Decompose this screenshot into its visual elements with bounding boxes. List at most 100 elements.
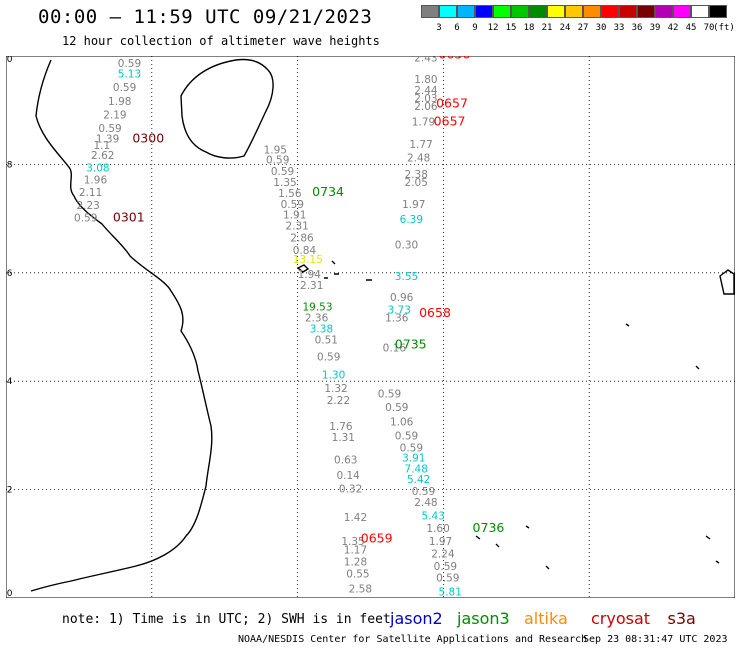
colorbar-swatch (475, 5, 493, 18)
pass-time-label: 0733 (259, 56, 291, 59)
pass-time-label: 0658 (419, 305, 451, 320)
swh-value: 2.05 (405, 177, 428, 189)
swh-value: 2.58 (349, 584, 372, 596)
swh-value: 2.06 (414, 101, 438, 113)
swh-value: 3.08 (86, 162, 109, 174)
swh-value: 1.1 (93, 140, 110, 152)
swh-value: 1.28 (344, 556, 367, 568)
swh-value: 1.35 (273, 177, 296, 189)
swh-value: 0.59 (98, 123, 121, 135)
satellite-name-altika: altika (524, 609, 568, 628)
swh-value: 0.59 (385, 402, 408, 414)
swh-value: 1.35 (341, 536, 364, 548)
swh-value: 1.30 (322, 369, 345, 381)
pass-time-label: 0734 (312, 184, 344, 199)
pass-time-labels: 0733 0300 0301 0734 0656 0657 0657 0658 0735 0736… (113, 56, 504, 546)
swh-value: 2.24 (431, 548, 455, 560)
swh-value: 2.48 (414, 497, 437, 509)
swh-value: 13.15 (293, 254, 323, 266)
satellite-name-jason3: jason3 (457, 609, 510, 628)
colorbar-label: 21 (541, 23, 553, 33)
swh-value: 3.73 (388, 304, 411, 316)
pass-time-label: 0657 (434, 113, 466, 128)
colorbar-swatch (457, 5, 475, 18)
colorbar-swatch (619, 5, 637, 18)
colorbar-swatch (655, 5, 673, 18)
swh-value: 2.43 (414, 56, 437, 64)
map-grid (6, 56, 735, 598)
swh-value: 2.48 (407, 153, 430, 165)
colorbar-swatch (637, 5, 655, 18)
lat-tick-label: 20 (6, 56, 13, 65)
swh-value: 1.77 (409, 139, 432, 151)
vietnam-coastline (30, 59, 213, 592)
swh-value: 1.96 (84, 174, 108, 186)
altimeter-map: 201816141210105108111114117120 0.595.130… (6, 56, 735, 598)
swh-value: 1.79 (412, 116, 435, 128)
satellite-name-jason2: jason2 (390, 609, 443, 628)
swh-value: 1.06 (390, 417, 414, 429)
colorbar-label: 24 (559, 23, 571, 33)
swh-value: 3.55 (395, 271, 418, 283)
colorbar-label: 36 (631, 23, 643, 33)
swh-value: 0.59 (74, 212, 97, 224)
swh-value: 0.55 (346, 568, 369, 580)
swh-value: 2.38 (405, 169, 428, 181)
colorbar-label: 18 (523, 23, 535, 33)
colorbar-unit: (ft) (713, 23, 735, 33)
swh-value: 0.51 (315, 334, 338, 346)
swh-value: 0.59 (434, 561, 457, 573)
swh-value: 0.59 (118, 58, 141, 70)
page-subtitle: 12 hour collection of altimeter wave hei… (62, 34, 380, 48)
swh-value: 0.14 (336, 470, 360, 482)
swh-value: 1.76 (329, 421, 353, 433)
footer-timestamp: Sep 23 08:31:47 UTC 2023 (583, 634, 728, 645)
colorbar-swatch (673, 5, 691, 18)
swh-value: 1.31 (332, 432, 355, 444)
pass-time-label: 0736 (473, 520, 505, 535)
swh-value: 0.59 (378, 388, 401, 400)
lat-tick-label: 18 (6, 160, 13, 170)
swh-value: 1.32 (324, 383, 347, 395)
swh-value: 1.60 (426, 523, 449, 535)
lat-tick-label: 16 (6, 269, 13, 279)
colorbar-label: 42 (667, 23, 679, 33)
swh-value: 7.48 (405, 463, 428, 475)
lat-tick-label: 14 (6, 377, 13, 387)
swh-value: 0.16 (383, 342, 407, 354)
swh-value: 2.31 (300, 280, 323, 292)
swh-value: 0.59 (113, 82, 136, 94)
swh-value: 1.97 (402, 199, 425, 211)
hainan-coastline (180, 58, 274, 159)
axis-ticks: 201816141210105108111114117120 (6, 56, 13, 598)
swh-value: 1.80 (414, 74, 437, 86)
swh-value: 2.11 (79, 187, 102, 199)
swh-value: 1.98 (108, 96, 131, 108)
swh-value: 0.59 (400, 443, 423, 455)
swh-value: 19.53 (302, 302, 332, 314)
swh-value: 0.30 (395, 239, 418, 251)
colorbar-label: 70 (703, 23, 715, 33)
pass-time-label: 0735 (395, 337, 427, 352)
pass-time-label: 0300 (132, 131, 164, 146)
swh-value: 2.19 (103, 109, 126, 121)
spratly-islands (475, 323, 720, 570)
lat-tick-label: 12 (6, 486, 12, 496)
philippines-coastline (719, 269, 735, 295)
swh-value: 5.81 (439, 586, 462, 598)
swh-value: 1.91 (283, 210, 306, 222)
swh-value: 5.43 (422, 510, 445, 522)
swh-value: 1.94 (298, 269, 322, 281)
swh-value: 2.23 (76, 200, 99, 212)
satellite-name-s3a: s3a (667, 609, 696, 628)
colorbar-swatch (691, 5, 709, 18)
colorbar-label: 6 (454, 23, 460, 33)
footer-credit: NOAA/NESDIS Center for Satellite Applica… (238, 634, 588, 645)
paracel-islands (296, 260, 372, 281)
colorbar-swatch (547, 5, 565, 18)
colorbar-label: 12 (487, 23, 499, 33)
colorbar-label: 33 (613, 23, 625, 33)
swh-value: 0.59 (266, 154, 289, 166)
swh-value: 2.62 (91, 150, 114, 162)
pass-time-label: 0657 (436, 95, 468, 110)
